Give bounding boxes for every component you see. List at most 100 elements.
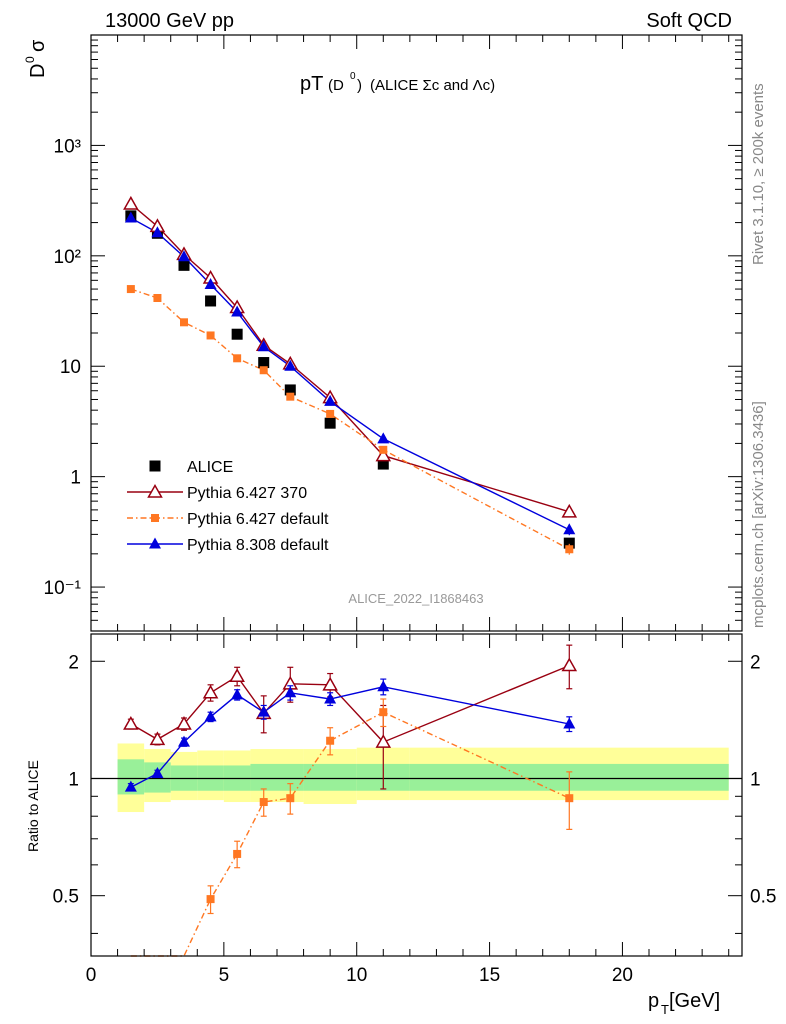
main-point-series-1 (561, 503, 578, 518)
ylabel-sym: σ (27, 39, 49, 52)
ratio-point-series-1 (565, 794, 574, 803)
energy-label: 13000 GeV pp (105, 10, 234, 32)
main-point-series-2 (206, 331, 215, 340)
main-point-series-3 (377, 432, 390, 444)
xtick-label: 5 (219, 965, 230, 986)
legend-label-3: Pythia 8.308 default (187, 537, 329, 554)
title-sup-exp: 0 (350, 71, 356, 82)
analysis-id: ALICE_2022_I1868463 (348, 591, 483, 606)
main-point-series-3 (151, 226, 164, 238)
title-main: pT (300, 73, 323, 95)
source-label: mcplots.cern.ch [arXiv:1306.3436] (750, 401, 767, 628)
legend: ALICE Pythia 6.427 370 Pythia 6.427 defaul… (127, 459, 329, 554)
main-point-series-3 (178, 250, 190, 262)
main-point-series-3 (324, 394, 337, 406)
main-ytick-label: 10 (60, 357, 81, 378)
main-point-series-2 (126, 285, 135, 294)
main-point-series-0 (284, 384, 296, 396)
main-point-series-3 (284, 359, 297, 371)
main-point-series-1 (123, 195, 139, 210)
main-point-series-3 (257, 340, 270, 352)
xlabel-sub: T (661, 1002, 669, 1017)
legend-label-2: Pythia 6.427 default (187, 511, 329, 528)
xlabel-unit: [GeV] (669, 990, 720, 1012)
xtick-label: 15 (479, 965, 500, 986)
main-point-series-0 (258, 357, 270, 369)
main-point-series-2 (379, 445, 388, 454)
main-point-series-3 (124, 211, 137, 223)
main-line-series-1 (130, 203, 570, 513)
main-point-series-1 (375, 447, 392, 462)
ratio-line-series-1 (130, 711, 570, 957)
main-ytick-label: 1 (70, 468, 81, 489)
main-ytick-label: 10³ (54, 136, 81, 157)
ratio-point-series-1 (326, 736, 335, 745)
ratio-point-series-2 (178, 735, 190, 747)
legend-marker-0 (149, 460, 161, 472)
main-ytick-label: 10⁻¹ (44, 578, 82, 599)
xlabel-p: p (648, 990, 659, 1012)
ylabel-base: D (27, 64, 49, 78)
title-extra: (ALICE Σc and Λc) (370, 77, 495, 94)
title-rest: ) (357, 77, 362, 94)
ratio-ytick-label-right: 1 (750, 769, 761, 790)
ratio-line-series-2 (130, 686, 570, 788)
main-ytick-label: 10² (54, 247, 81, 268)
main-point-series-2 (259, 366, 268, 375)
main-point-series-0 (178, 259, 190, 271)
ratio-point-series-0 (176, 715, 192, 730)
ratio-point-series-1 (233, 849, 242, 858)
process-label: Soft QCD (646, 10, 732, 32)
ratio-point-series-2 (324, 692, 337, 704)
main-line-series-3 (130, 217, 570, 531)
xtick-label: 0 (86, 965, 97, 986)
main-axes: 10⁻¹ 1 10 10² 10³ (44, 34, 742, 632)
ratio-point-series-0 (123, 715, 139, 730)
main-line-series-2 (130, 288, 570, 550)
main-series-lines (130, 203, 570, 550)
band-inner (250, 763, 277, 791)
main-series-points (123, 195, 578, 555)
ratio-ytick-label-right: 2 (750, 652, 761, 673)
ratio-line-series-0 (130, 664, 570, 743)
ratio-point-series-0 (202, 684, 219, 699)
x-axis-label: p T [GeV] (648, 990, 720, 1017)
ratio-point-series-1 (259, 798, 268, 807)
main-point-series-2 (326, 409, 335, 418)
ratio-point-series-2 (377, 680, 390, 692)
ratio-point-series-1 (206, 895, 215, 904)
legend-marker-2 (151, 514, 159, 522)
ratio-point-series-1 (379, 708, 388, 717)
ratio-point-series-0 (375, 734, 392, 748)
ratio-series-lines (130, 664, 570, 957)
xtick-label: 10 (346, 965, 367, 986)
main-point-series-0 (324, 417, 336, 429)
main-point-series-2 (233, 354, 242, 363)
ratio-point-series-0 (322, 676, 338, 691)
ratio-point-series-2 (151, 766, 164, 778)
legend-label-0: ALICE (187, 459, 233, 476)
ratio-point-series-2 (284, 686, 297, 698)
ratio-ytick-label: 0.5 (53, 887, 79, 908)
ratio-point-series-2 (563, 717, 576, 729)
main-point-series-3 (563, 523, 576, 535)
main-point-series-3 (231, 305, 244, 317)
legend-marker-1 (147, 483, 163, 498)
main-frame (90, 34, 743, 632)
ratio-point-series-0 (229, 668, 245, 683)
ratio-point-series-0 (561, 657, 578, 672)
ratio-ytick-label: 2 (68, 652, 79, 673)
legend-marker-3 (149, 537, 161, 549)
ratio-point-series-2 (204, 710, 217, 722)
ratio-uncertainty-bands (117, 743, 729, 813)
main-point-series-0 (231, 328, 243, 340)
ratio-ytick-label: 1 (68, 769, 79, 790)
ylabel-sup: 0 (23, 56, 37, 63)
band-inner (303, 763, 357, 791)
main-point-series-2 (565, 545, 574, 554)
main-point-series-3 (204, 277, 217, 289)
main-point-series-0 (377, 458, 389, 470)
main-point-series-2 (153, 293, 162, 302)
main-ylabel: D 0 σ (23, 39, 49, 78)
